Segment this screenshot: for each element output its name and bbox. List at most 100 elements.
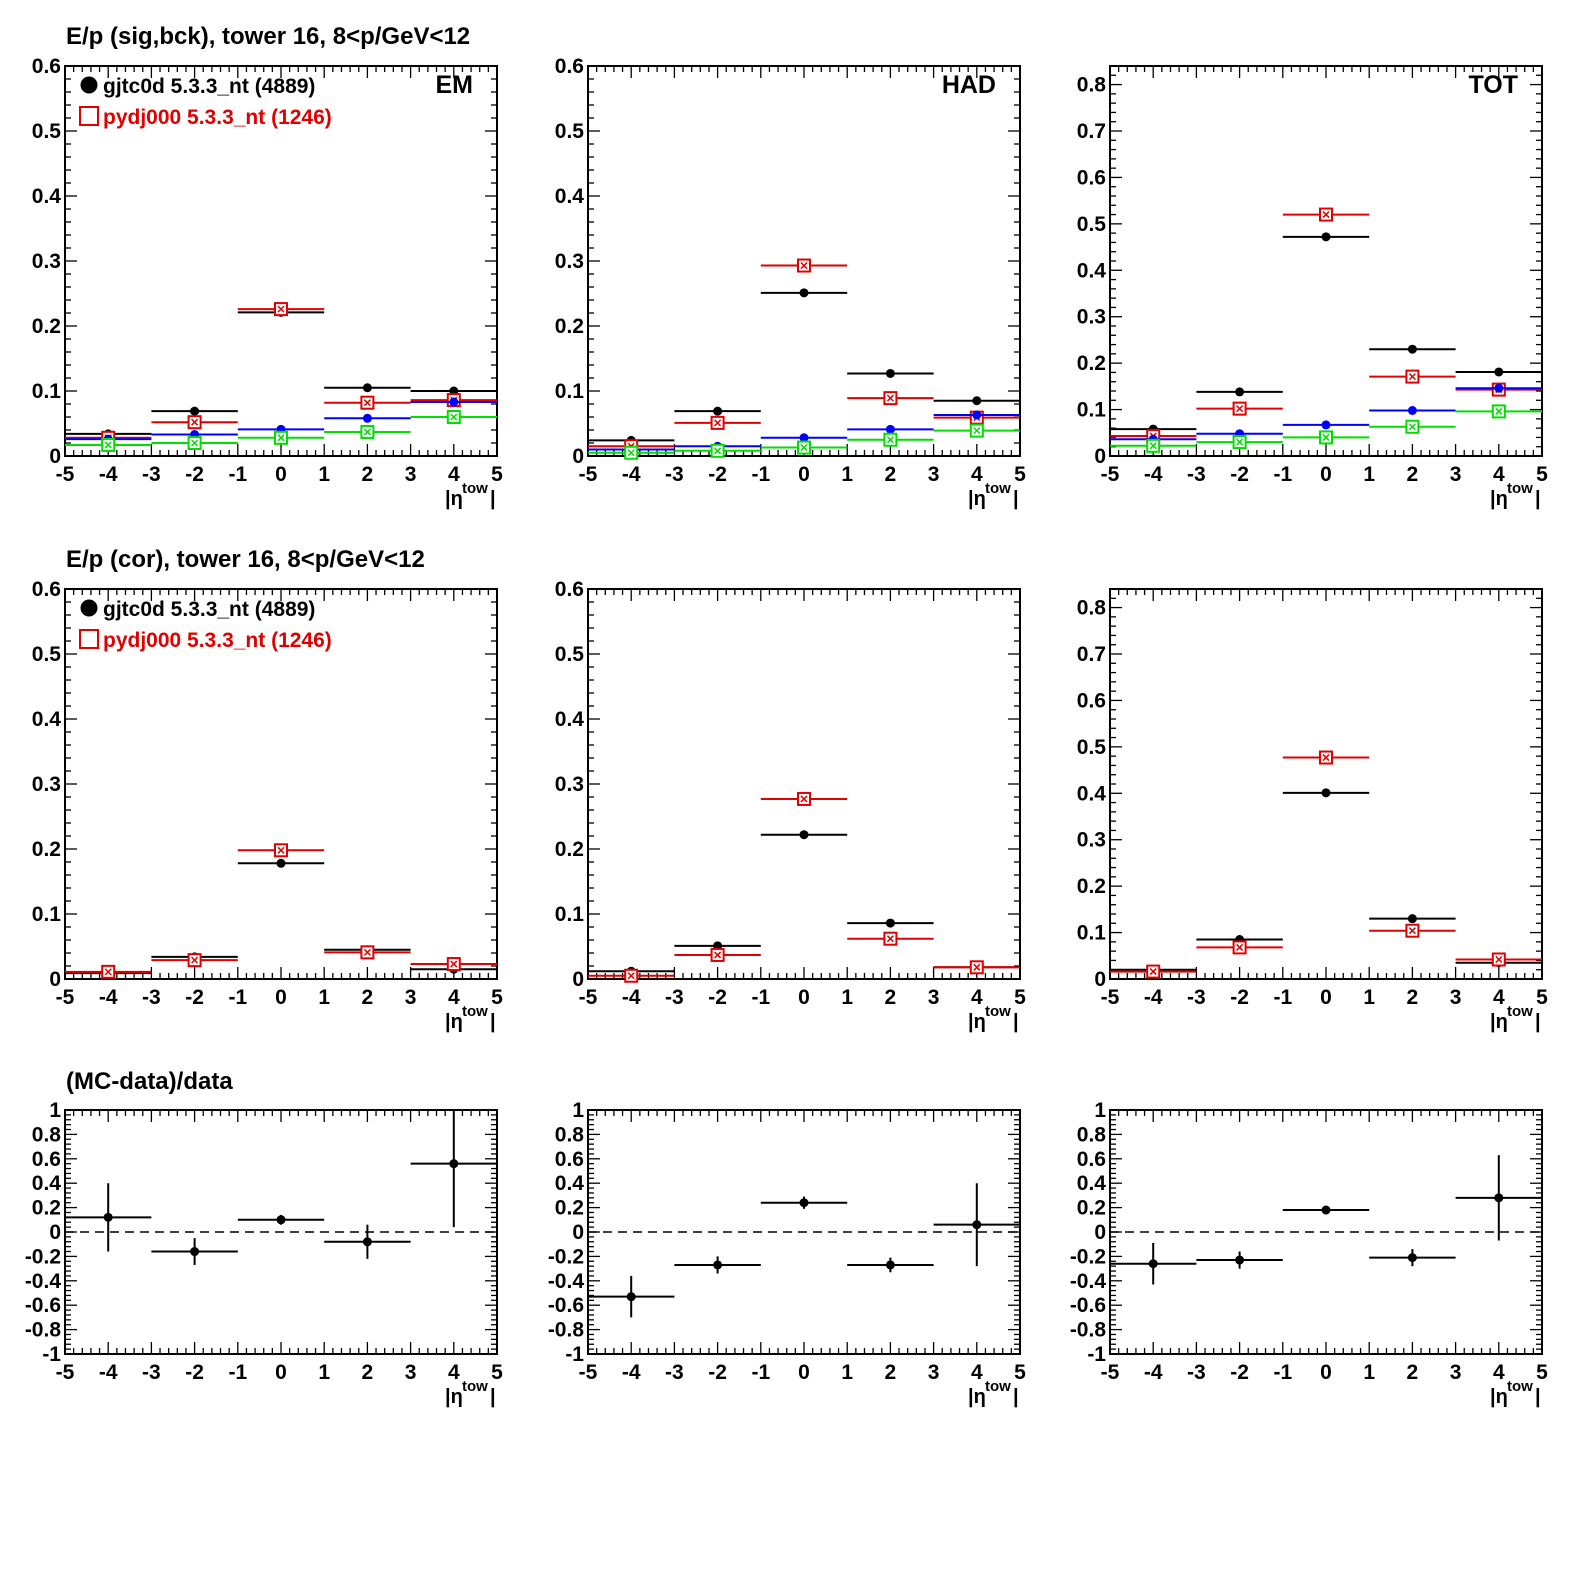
x-tick-label: -4 [622,986,641,1009]
y-tick-label: 0.4 [555,708,585,731]
x-axis-label: |η [445,488,463,510]
x-tick-label: 1 [1363,1361,1375,1384]
x-tick-label: 1 [841,463,853,486]
data-point [276,1215,286,1225]
x-axis-label-sup: tow [462,480,488,497]
x-tick-label: -3 [142,463,161,486]
x-tick-label: 5 [1014,986,1026,1009]
y-tick-label: -0.2 [548,1245,584,1268]
mc-point-x [1322,211,1330,219]
series-data [1110,788,1542,975]
y-tick-label: 1 [49,1099,61,1122]
x-tick-label: -2 [708,463,727,486]
mc-point-x [1495,955,1503,964]
x-tick-label: 3 [405,463,417,486]
mc-point-x [104,441,112,449]
x-tick-label: 2 [1407,463,1419,486]
series-mc_bck [1110,404,1542,453]
mc-point-x [800,795,808,803]
mc-point-x [973,427,981,435]
mc-point-x [450,413,458,421]
x-axis-label-sup: tow [985,480,1011,497]
x-axis-label-bar: | [1535,1011,1541,1033]
x-tick-label: -3 [142,1361,161,1384]
x-axis-label: |η [1490,488,1508,510]
x-tick-label: 4 [971,1361,983,1384]
x-tick-label: -2 [708,986,727,1009]
mc-point-x [277,305,285,313]
y-tick-label: 0 [49,968,61,991]
row-title-ratio: (MC-data)/data [66,1068,233,1095]
x-tick-label: -2 [185,1361,204,1384]
y-tick-label: 0.5 [555,643,585,666]
panel-label: TOT [1468,71,1518,99]
x-tick-label: -4 [99,1361,118,1384]
y-tick-label: 0.4 [32,708,62,731]
data-point [1148,1259,1158,1269]
x-axis-label-bar: | [1013,1011,1019,1033]
mc-point-x [1495,407,1503,415]
mc-point-x [973,963,981,971]
x-axis-label: |η [445,1011,463,1033]
y-tick-label: 0 [572,445,584,468]
mc-point-x [191,418,199,426]
x-tick-label: 1 [841,986,853,1009]
series-mc [1110,207,1542,444]
x-tick-label: -2 [1230,1361,1249,1384]
y-tick-label: 0.8 [555,1123,585,1146]
x-tick-label: 4 [448,1361,460,1384]
plot-frame [587,588,1021,980]
series-data [588,288,1020,445]
data-point [799,288,809,298]
series-data [1110,1155,1542,1285]
series-mc [65,302,497,445]
y-tick-label: 0.8 [1077,74,1107,97]
data-point [1321,788,1331,798]
data-point [103,1212,113,1222]
data-point [449,397,459,407]
x-tick-label: 0 [798,463,810,486]
data-point [799,433,809,443]
data-point [1407,344,1417,354]
x-tick-label: -5 [1101,986,1120,1009]
y-tick-label: 0.4 [1077,782,1107,805]
panel-r1c0: -5 -4 -3 -2 -1 0 1 2 3 4 5 0 0.1 0.2 0.3 0.4 0.5 0.6 |η tow… [32,578,503,1033]
x-tick-label: -4 [99,986,118,1009]
panel-r2c2: -5 -4 -3 -2 -1 0 1 2 3 4 5-1-0.8-0.6-0.4-0.200.20.… [1070,1099,1548,1408]
data-point [276,858,286,868]
data-point [972,410,982,420]
y-tick-label: -0.4 [25,1270,62,1293]
x-tick-label: 5 [491,1361,503,1384]
y-tick-label: 0.2 [32,838,61,861]
x-tick-label: 4 [971,463,983,486]
row-title-cor: E/p (cor), tower 16, 8<p/GeV<12 [66,546,425,573]
data-point [1494,1193,1504,1203]
y-tick-label: 1 [1094,1099,1106,1122]
series-mc [588,791,1020,983]
x-tick-label: 1 [318,986,330,1009]
legend-label: gjtc0d 5.3.3_nt (4889) [103,75,315,98]
x-axis-label: |η [1490,1386,1508,1408]
legend: gjtc0d 5.3.3_nt (4889) pydj000 5.3.3_nt (… [79,598,332,652]
mc-point-x [191,956,199,964]
data-point [362,413,372,423]
series-data [65,858,497,978]
series-data [588,1183,1020,1318]
x-tick-label: -3 [1187,986,1206,1009]
data-point [713,1260,723,1270]
x-tick-label: 3 [928,463,940,486]
y-tick-label: 0.3 [1077,829,1106,852]
x-tick-label: -5 [56,463,75,486]
y-tick-label: 0.2 [32,315,61,338]
x-axis-label-sup: tow [1507,1003,1533,1020]
y-tick-label: -0.2 [25,1245,61,1268]
data-point [972,1220,982,1230]
x-tick-label: -1 [1273,463,1292,486]
y-tick-label: 0 [1094,968,1106,991]
x-tick-label: 2 [362,1361,374,1384]
data-point [1321,232,1331,242]
y-tick-label: 0.1 [555,380,585,403]
x-tick-label: 0 [275,986,287,1009]
